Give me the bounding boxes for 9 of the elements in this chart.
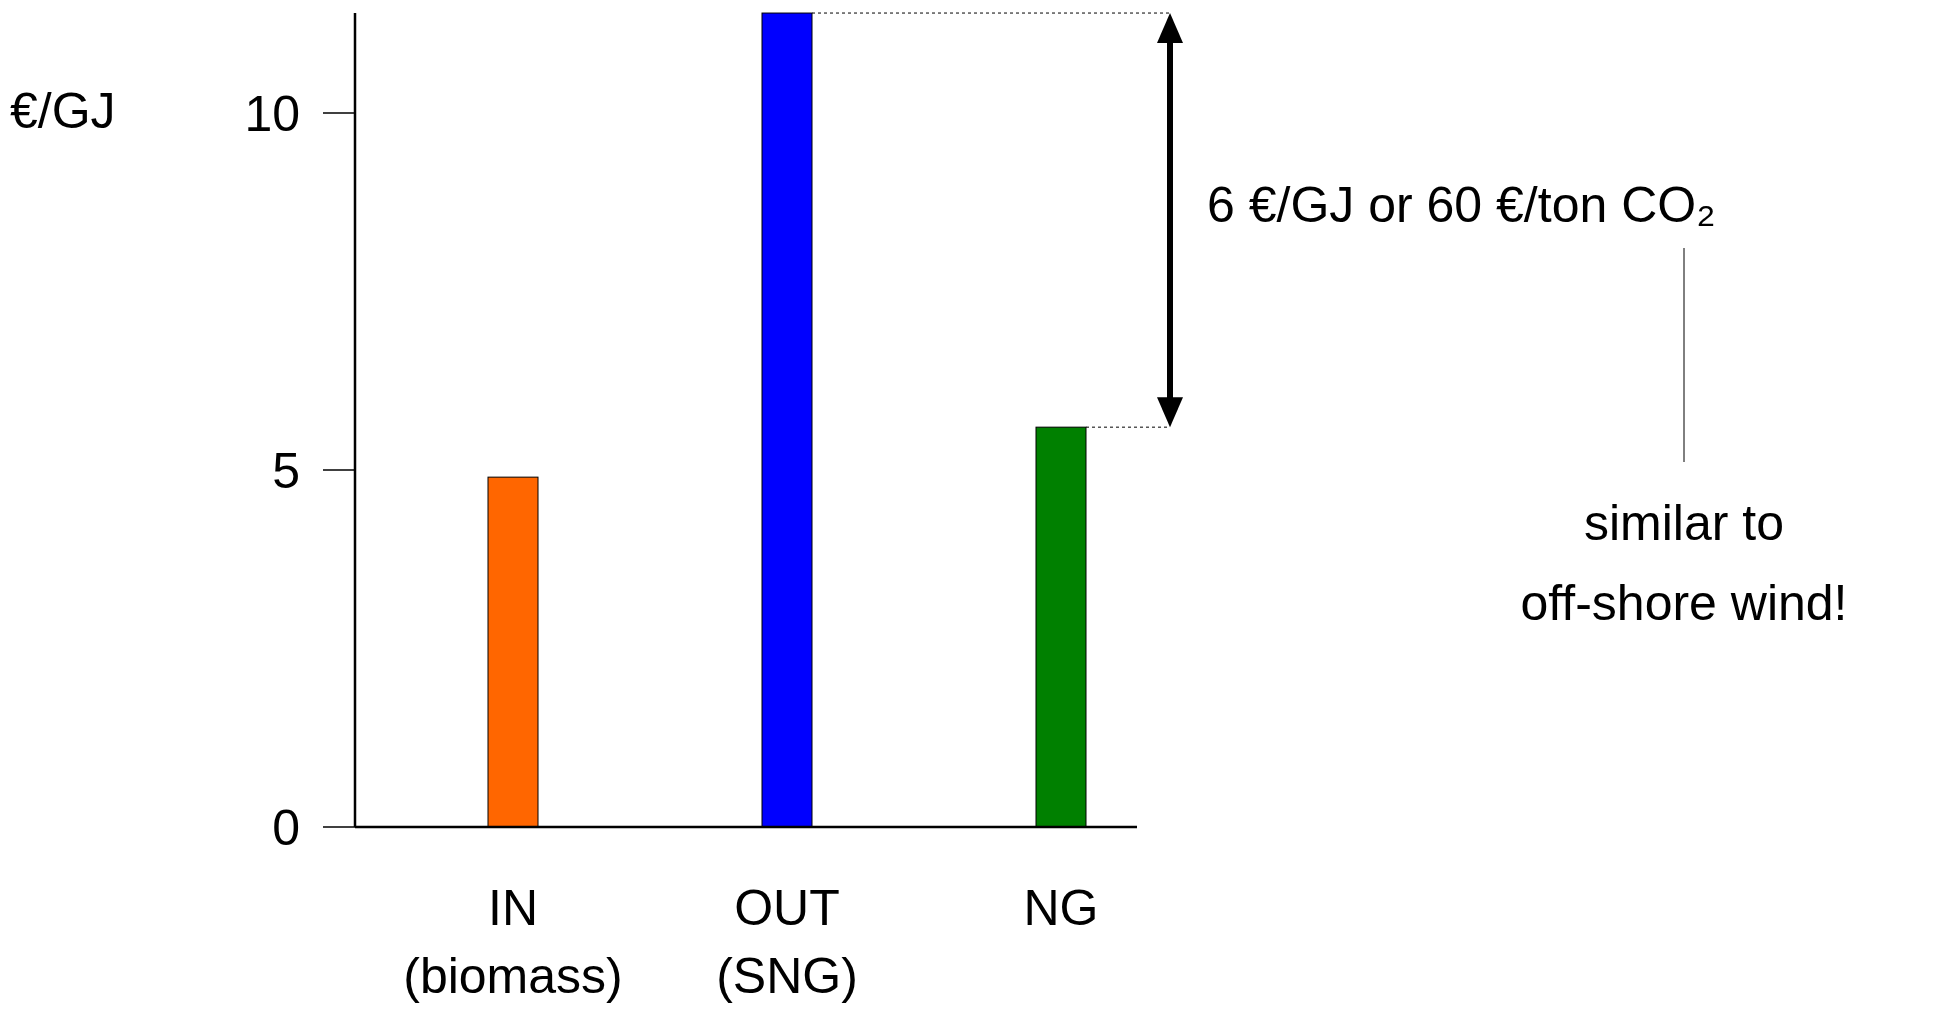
- y-tick-label: 10: [244, 86, 300, 142]
- x-tick-label: IN (biomass): [403, 880, 623, 1004]
- text: 6 €/GJ or 60 €/ton CO₂: [1207, 177, 1716, 233]
- y-tick-label: 5: [272, 443, 300, 499]
- x-tick-label: NG: [1023, 880, 1099, 936]
- y-axis-title: €/GJ: [10, 83, 116, 139]
- text: similar to off-shore wind!: [1520, 495, 1848, 631]
- y-tick-label: 0: [272, 800, 300, 856]
- x-tick-label: OUT (SNG): [716, 880, 858, 1004]
